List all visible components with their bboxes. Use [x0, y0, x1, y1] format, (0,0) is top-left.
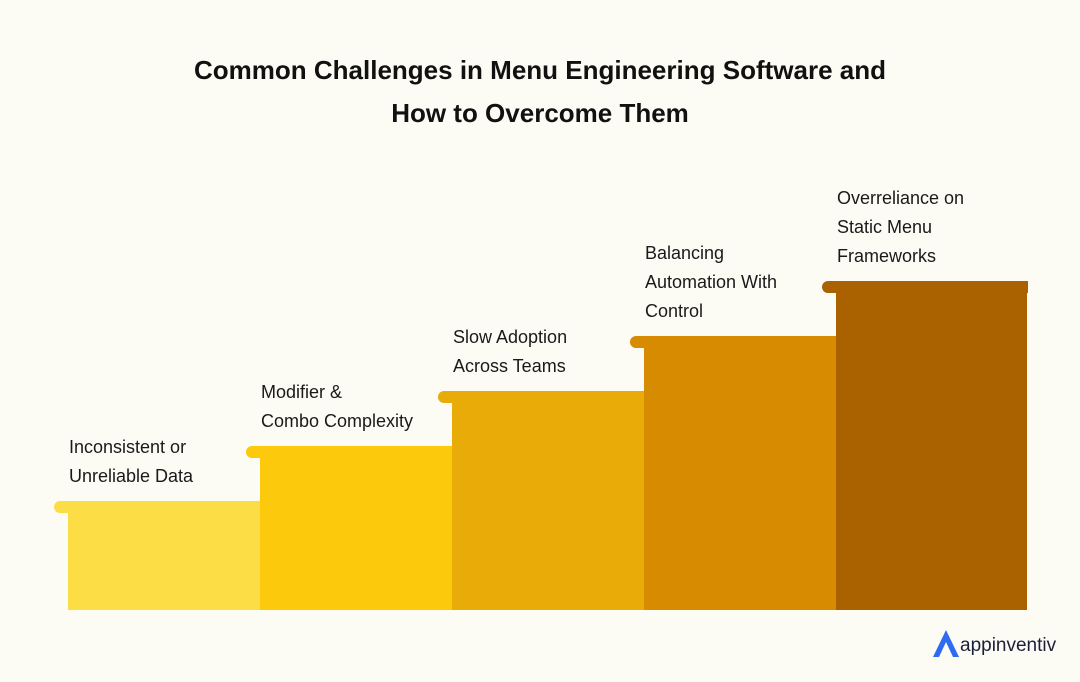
step: Slow Adoption Across Teams [438, 327, 644, 610]
title-line: Common Challenges in Menu Engineering So… [194, 55, 886, 85]
title-line: How to Overcome Them [391, 98, 689, 128]
step-block [260, 452, 452, 610]
step: Balancing Automation With Control [630, 243, 836, 610]
step-label: Control [645, 301, 703, 321]
steps: Inconsistent or Unreliable Data Modifier &… [54, 188, 1028, 610]
step-lip-edge [266, 446, 452, 458]
step-label: Automation With [645, 272, 777, 292]
step-block [452, 397, 644, 610]
step-label: Inconsistent or [69, 437, 186, 457]
step: Modifier & Combo Complexity [246, 382, 452, 610]
step-label: Overreliance on [837, 188, 964, 208]
step-label: Balancing [645, 243, 724, 263]
step-label: Frameworks [837, 246, 936, 266]
step-lip-edge [650, 336, 836, 348]
logo-icon [933, 630, 959, 657]
step-lip-edge [842, 281, 1028, 293]
step-label: Static Menu [837, 217, 932, 237]
step-label: Across Teams [453, 356, 566, 376]
step-block [644, 342, 836, 610]
step-label: Slow Adoption [453, 327, 567, 347]
step: Inconsistent or Unreliable Data [54, 437, 260, 610]
step-lip-edge [74, 501, 260, 513]
step-block [68, 507, 260, 610]
step-label: Unreliable Data [69, 466, 194, 486]
step-lip-edge [458, 391, 644, 403]
logo-text: appinventiv [960, 635, 1057, 656]
step-block [836, 287, 1027, 610]
step-label: Modifier & [261, 382, 342, 402]
step-label: Combo Complexity [261, 411, 413, 431]
step: Overreliance on Static Menu Frameworks [822, 188, 1028, 610]
